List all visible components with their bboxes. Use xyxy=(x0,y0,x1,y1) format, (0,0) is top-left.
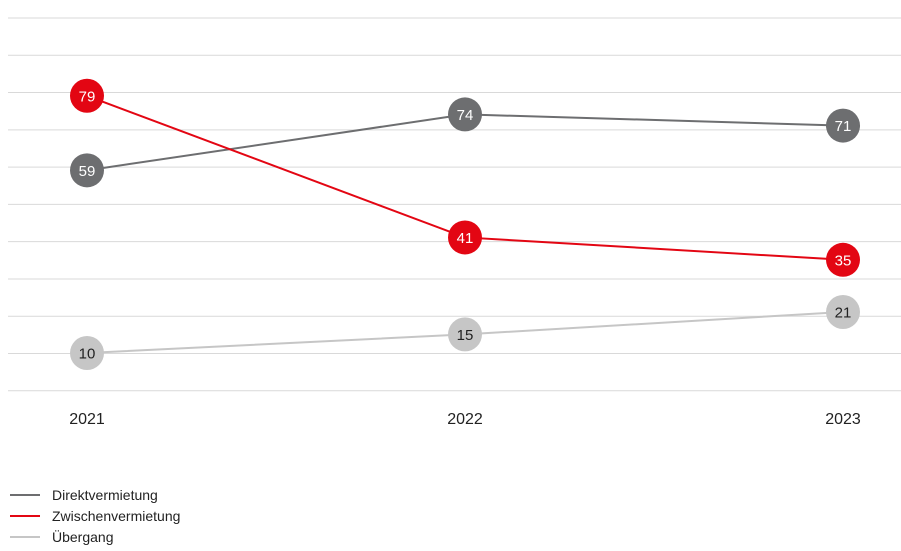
data-point-marker xyxy=(826,242,860,277)
data-point-direktvermietung: 74 xyxy=(448,97,482,132)
legend-swatch-zwischenvermietung xyxy=(10,514,40,517)
data-point-zwischenvermietung: 79 xyxy=(70,78,104,113)
data-point-marker xyxy=(70,336,104,371)
data-point-marker xyxy=(448,97,482,132)
data-point-direktvermietung: 59 xyxy=(70,153,104,188)
line-chart: 10 15 21 59 74 71 79 41 35 2021 2022 2023 xyxy=(8,17,901,428)
legend-item-direktvermietung: Direktvermietung xyxy=(10,484,180,505)
x-tick-label: 2021 xyxy=(69,411,105,428)
legend-swatch-direktvermietung xyxy=(10,493,40,496)
legend: Direktvermietung Zwischenvermietung Über… xyxy=(10,484,180,547)
data-point-marker xyxy=(70,78,104,113)
legend-swatch-uebergang xyxy=(10,535,40,538)
data-label: 79 xyxy=(79,88,96,105)
data-point-direktvermietung: 71 xyxy=(826,108,860,143)
legend-label-uebergang: Übergang xyxy=(52,528,114,545)
legend-item-zwischenvermietung: Zwischenvermietung xyxy=(10,505,180,526)
data-point-marker xyxy=(448,317,482,352)
data-point-uebergang: 15 xyxy=(448,317,482,352)
data-point-zwischenvermietung: 41 xyxy=(448,220,482,255)
data-point-marker xyxy=(826,108,860,143)
data-label: 59 xyxy=(79,163,96,180)
x-tick-label: 2022 xyxy=(447,411,483,428)
data-point-zwischenvermietung: 35 xyxy=(826,242,860,277)
data-label: 15 xyxy=(457,327,474,344)
data-label: 41 xyxy=(457,230,474,247)
data-point-uebergang: 10 xyxy=(70,336,104,371)
data-label: 74 xyxy=(457,107,474,124)
data-label: 71 xyxy=(835,118,852,135)
data-label: 21 xyxy=(835,305,852,322)
data-point-uebergang: 21 xyxy=(826,295,860,330)
legend-label-zwischenvermietung: Zwischenvermietung xyxy=(52,507,181,524)
data-label: 35 xyxy=(835,252,852,269)
x-tick-label: 2023 xyxy=(825,411,861,428)
data-point-marker xyxy=(448,220,482,255)
legend-item-uebergang: Übergang xyxy=(10,526,180,547)
legend-label-direktvermietung: Direktvermietung xyxy=(52,486,158,503)
data-point-marker xyxy=(70,153,104,188)
data-label: 10 xyxy=(79,346,96,363)
data-points: 10 15 21 59 74 71 79 41 35 xyxy=(70,78,860,371)
data-point-marker xyxy=(826,295,860,330)
x-axis-ticks: 2021 2022 2023 xyxy=(69,411,861,428)
